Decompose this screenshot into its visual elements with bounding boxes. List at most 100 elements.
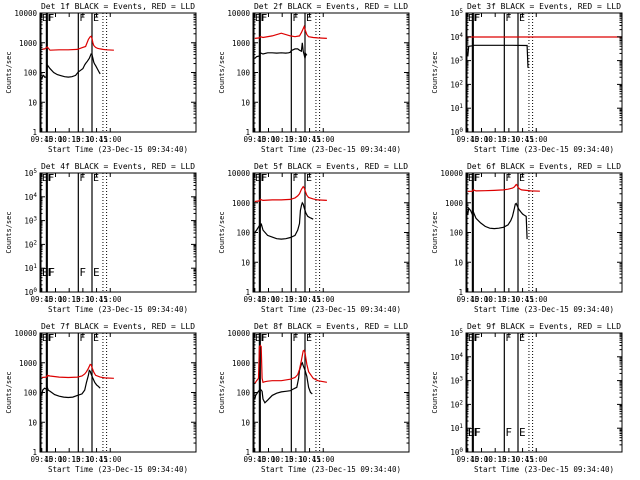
x-tick-label: 11:00 — [99, 295, 122, 304]
x-tick-label: 09:45 — [457, 135, 480, 144]
x-axis-label: Start Time (23-Dec-15 09:34:40) — [261, 465, 401, 474]
x-tick-label: 10:00 — [257, 455, 280, 464]
plot-frame — [252, 332, 410, 453]
flag-label-top: E — [468, 173, 474, 184]
flag-label-top: E — [42, 333, 48, 344]
y-tick-label: 10000 — [227, 9, 250, 18]
y-tick-label: 101 — [450, 103, 463, 113]
y-axis: 100 101 102 103 104 105 Counts/sec — [431, 328, 622, 457]
flag-label-bottom: F — [474, 426, 481, 439]
x-axis-label: Start Time (23-Dec-15 09:34:40) — [474, 145, 614, 154]
y-tick-label: 10 — [454, 258, 464, 267]
series-events — [254, 361, 313, 404]
y-axis: 1 10 100 1000 10000 Counts/sec — [218, 169, 409, 297]
flag-lines: E FF F E — [40, 13, 108, 132]
x-tick-label: 10:45 — [298, 135, 321, 144]
x-tick-label: 10:45 — [298, 295, 321, 304]
flag-label-top: F — [261, 173, 267, 184]
x-tick-label: 10:15 — [58, 135, 81, 144]
y-tick-label: 10000 — [440, 169, 463, 178]
y-axis: 1 10 100 1000 10000 Counts/sec — [218, 9, 409, 137]
x-tick-label: 09:45 — [244, 135, 267, 144]
x-tick-label: 10:45 — [511, 295, 534, 304]
x-tick-label: 10:30 — [498, 135, 521, 144]
y-tick-label: 1 — [245, 128, 250, 137]
y-axis-label: Counts/sec — [218, 371, 226, 413]
y-tick-label: 103 — [450, 376, 463, 386]
x-tick-label: 10:00 — [470, 455, 493, 464]
y-tick-label: 105 — [450, 328, 463, 338]
y-tick-label: 1 — [32, 448, 37, 457]
y-axis: 1 10 100 1000 10000 Counts/sec — [431, 169, 622, 297]
flag-label-top: F — [48, 173, 54, 184]
y-tick-label: 103 — [450, 56, 463, 66]
panel-title: Det 3f BLACK = Events, RED = LLD — [467, 2, 621, 11]
series-events — [467, 44, 529, 68]
x-tick-label: 10:00 — [257, 295, 280, 304]
plot-frame — [39, 332, 197, 453]
y-tick-label: 1000 — [19, 39, 38, 48]
x-tick-label: 11:00 — [525, 135, 548, 144]
flag-label-bottom: F — [473, 426, 480, 439]
x-tick-label: 11:00 — [312, 135, 335, 144]
plot-frame — [252, 12, 410, 133]
y-axis-label: Counts/sec — [431, 371, 439, 413]
y-tick-label: 100 — [236, 229, 250, 238]
panel-title: Det 9f BLACK = Events, RED = LLD — [467, 322, 621, 331]
y-tick-label: 1000 — [232, 199, 251, 208]
panel-title: Det 6f BLACK = Events, RED = LLD — [467, 162, 621, 171]
y-tick-label: 10000 — [227, 329, 250, 338]
x-axis-label: Start Time (23-Dec-15 09:34:40) — [48, 145, 188, 154]
y-tick-label: 101 — [24, 263, 37, 273]
flag-lines: E FF F E — [466, 173, 534, 292]
plot-frame — [465, 12, 623, 133]
flag-label-top: F — [47, 173, 53, 184]
x-tick-label: 10:00 — [257, 135, 280, 144]
y-tick-label: 10000 — [227, 169, 250, 178]
y-tick-label: 104 — [450, 352, 463, 362]
y-axis: 1 10 100 1000 10000 Counts/sec — [218, 329, 409, 457]
flag-label-top: F — [48, 13, 54, 24]
x-tick-label: 10:00 — [44, 455, 67, 464]
x-tick-label: 10:30 — [285, 135, 308, 144]
x-tick-label: 10:45 — [85, 295, 108, 304]
flag-label-bottom: F — [505, 426, 512, 439]
series-lld — [41, 363, 114, 379]
x-tick-label: 10:45 — [511, 455, 534, 464]
flag-lines: E FF F E — [253, 13, 321, 132]
x-axis-label: Start Time (23-Dec-15 09:34:40) — [474, 305, 614, 314]
series-events — [41, 369, 101, 399]
y-tick-label: 1000 — [19, 359, 38, 368]
x-axis-label: Start Time (23-Dec-15 09:34:40) — [261, 305, 401, 314]
flag-label-top: F — [47, 333, 53, 344]
panel-title: Det 4f BLACK = Events, RED = LLD — [41, 162, 195, 171]
flag-label-top: E — [255, 333, 261, 344]
x-tick-label: 11:00 — [99, 135, 122, 144]
series-lld — [254, 24, 327, 39]
plot-frame — [465, 332, 623, 453]
flag-label-top: F — [505, 13, 511, 24]
flag-label-top: E — [93, 173, 99, 184]
y-tick-label: 10 — [241, 258, 251, 267]
x-tick-label: 10:15 — [271, 295, 294, 304]
y-axis-label: Counts/sec — [431, 51, 439, 93]
y-tick-label: 100 — [450, 447, 463, 457]
x-tick-label: 10:45 — [85, 135, 108, 144]
y-tick-label: 10 — [28, 98, 38, 107]
panel-det-6f: Det 6f BLACK = Events, RED = LLD E FF F E110… — [431, 162, 623, 314]
y-tick-label: 100 — [24, 287, 37, 297]
y-axis-label: Counts/sec — [5, 211, 13, 253]
x-tick-label: 11:00 — [525, 455, 548, 464]
x-tick-label: 10:15 — [58, 295, 81, 304]
y-tick-label: 1 — [32, 128, 37, 137]
flag-label-bottom: F — [47, 266, 54, 279]
